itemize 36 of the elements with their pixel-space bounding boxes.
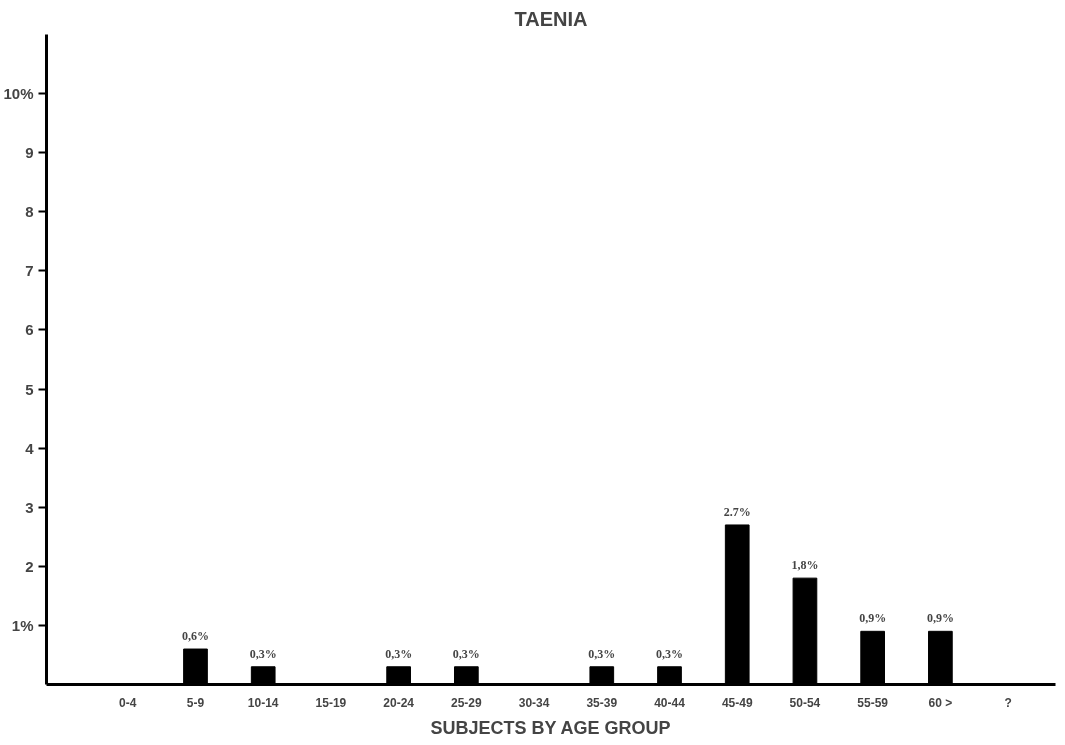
data-label: 0,9% <box>859 611 887 626</box>
y-tick-label: 3 <box>25 498 34 516</box>
y-tick-label: 9 <box>25 144 34 162</box>
x-tick-label: 30-34 <box>518 695 550 710</box>
x-tick-label: 25-29 <box>451 695 483 710</box>
chart-title: TAENIA <box>514 7 588 30</box>
data-label: 0,6% <box>181 629 209 644</box>
y-tick-label: 7 <box>25 262 34 280</box>
x-tick-label: 20-24 <box>383 695 415 710</box>
y-tick-label: 10% <box>3 85 34 103</box>
data-label: 0,3% <box>249 646 277 661</box>
data-label: 0,3% <box>385 646 413 661</box>
x-tick-label: 60 > <box>928 695 953 710</box>
y-tick-label: 4 <box>25 439 35 457</box>
x-tick-label: 35-39 <box>586 695 618 710</box>
x-tick-label: 15-19 <box>315 695 347 710</box>
x-tick-label: 5-9 <box>186 695 205 710</box>
x-tick-label: 40-44 <box>654 695 686 710</box>
y-tick-label: 5 <box>25 380 34 398</box>
data-label: 0,9% <box>926 611 954 626</box>
y-tick-label: 6 <box>25 321 34 339</box>
y-tick-label: 8 <box>25 203 34 221</box>
data-label: 0,3% <box>656 646 684 661</box>
x-tick-label: 45-49 <box>721 695 753 710</box>
y-tick-label: 1% <box>11 616 34 634</box>
y-tick-label: 2 <box>25 557 34 575</box>
x-tick-label: 55-59 <box>857 695 889 710</box>
data-label: 1,8% <box>791 558 819 573</box>
data-label: 0,3% <box>452 646 480 661</box>
x-axis-title: SUBJECTS BY AGE GROUP <box>430 717 671 738</box>
data-label: 2.7% <box>723 504 751 519</box>
x-tick-label: 50-54 <box>789 695 821 710</box>
x-tick-label: ? <box>1004 695 1012 710</box>
x-tick-label: 10-14 <box>247 695 279 710</box>
data-label: 0,3% <box>588 646 616 661</box>
x-tick-label: 0-4 <box>119 695 137 710</box>
